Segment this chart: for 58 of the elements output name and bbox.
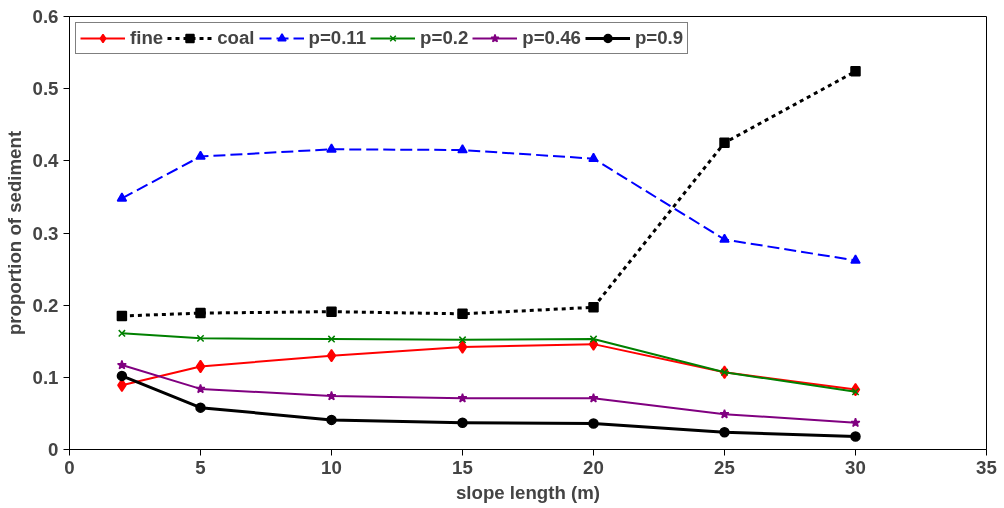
point: [588, 302, 599, 313]
x-tick-label: 5: [195, 456, 206, 478]
point: [116, 310, 128, 322]
point: [457, 393, 468, 403]
point: [719, 137, 730, 149]
point: [457, 417, 468, 429]
legend-label: p=0.11: [308, 27, 367, 49]
y-tick-label: 0.2: [32, 294, 59, 316]
point: [196, 334, 205, 343]
point: [195, 402, 206, 413]
point: [195, 359, 206, 374]
point: [116, 370, 128, 382]
point: [850, 431, 861, 442]
y-tick-label: 0.1: [32, 366, 59, 388]
point: [588, 152, 599, 163]
point: [117, 329, 126, 338]
x-tick-label: 30: [845, 456, 866, 478]
y-tick-label: 0: [48, 439, 59, 460]
legend-label: p=0.46: [522, 27, 581, 49]
point: [195, 383, 206, 394]
y-tick-label: 0.4: [32, 150, 60, 172]
x-tick-label: 0: [64, 456, 75, 478]
x-tick-label: 20: [583, 456, 604, 478]
y-tick-label: 0.6: [32, 6, 59, 27]
legend-label: fine: [130, 27, 164, 49]
point: [850, 66, 861, 77]
point: [327, 335, 336, 344]
x-axis-title: slope length (m): [455, 481, 601, 503]
x-tick-label: 35: [976, 456, 997, 478]
point: [326, 306, 337, 317]
legend-label: coal: [217, 27, 255, 49]
x-tick-label: 25: [714, 456, 735, 478]
legend-label: p=0.9: [634, 27, 684, 49]
point: [195, 307, 206, 319]
x-tick-label: 15: [452, 456, 473, 478]
point: [457, 308, 468, 320]
y-tick-label: 0.5: [32, 78, 59, 100]
point: [457, 144, 468, 154]
point: [195, 150, 206, 160]
y-axis-title: proportion of sediment: [3, 130, 25, 336]
point: [458, 335, 467, 344]
point: [850, 254, 861, 264]
point: [326, 390, 337, 401]
point: [326, 414, 337, 426]
point: [719, 233, 730, 243]
point: [116, 192, 128, 202]
point: [116, 359, 127, 370]
x-tick-label: 10: [321, 456, 342, 478]
point: [719, 426, 730, 438]
point: [588, 393, 599, 403]
point: [326, 348, 337, 363]
y-tick-label: 0.3: [32, 222, 59, 244]
legend-label: p=0.2: [420, 27, 469, 49]
point: [588, 418, 599, 429]
point: [850, 417, 861, 428]
point: [719, 408, 730, 419]
point: [457, 340, 468, 354]
point: [326, 143, 337, 153]
